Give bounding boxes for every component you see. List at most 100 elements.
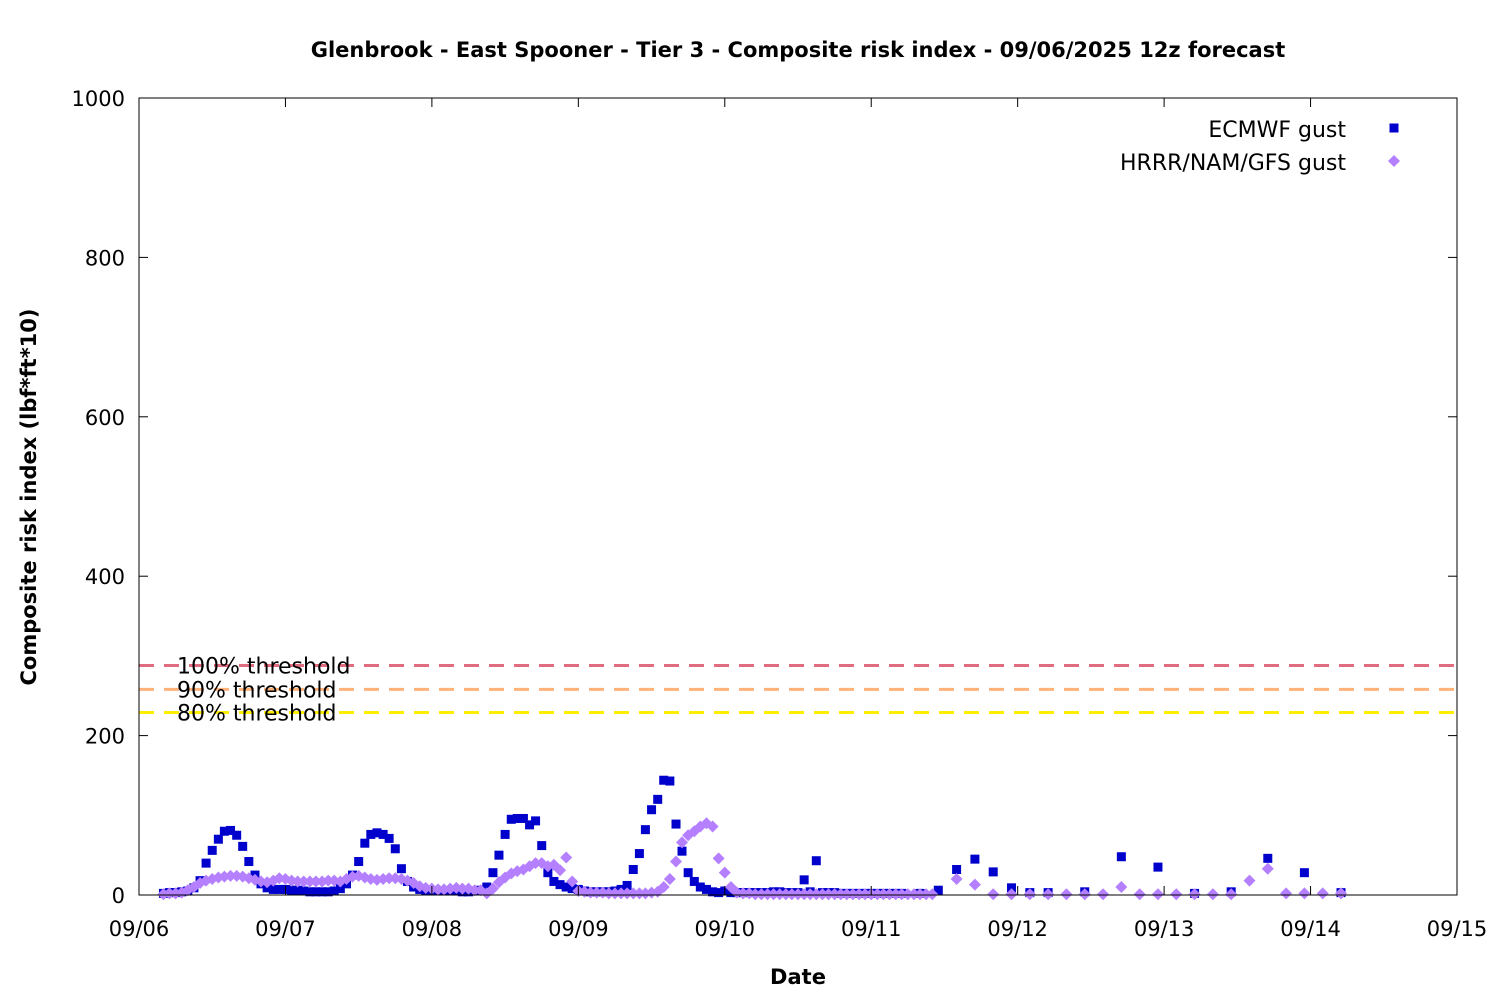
ecmwf-point (213, 834, 223, 844)
hrrr-point (773, 888, 786, 901)
hrrr-point (627, 887, 640, 900)
ecmwf-point (518, 813, 528, 823)
ecmwf-point (683, 868, 693, 878)
hrrr-point (1261, 862, 1274, 875)
hrrr-point (798, 888, 811, 901)
ecmwf-point (671, 819, 681, 829)
hrrr-point (468, 884, 481, 897)
ecmwf-point (287, 885, 297, 895)
y-tick-label: 400 (85, 565, 125, 589)
ecmwf-point (708, 887, 718, 897)
ecmwf-point (366, 829, 376, 839)
hrrr-point (1206, 888, 1219, 901)
hrrr-point (1078, 888, 1091, 901)
hrrr-point (871, 888, 884, 901)
hrrr-point (621, 887, 634, 900)
hrrr-series (157, 817, 1348, 901)
x-tick-label: 09/07 (255, 917, 316, 941)
hrrr-point (749, 888, 762, 901)
ecmwf-point (378, 829, 388, 839)
ecmwf-point (555, 880, 565, 890)
ecmwf-point (543, 868, 553, 878)
hrrr-point (1170, 888, 1183, 901)
hrrr-point (889, 888, 902, 901)
hrrr-point (913, 888, 926, 901)
ecmwf-point (1007, 883, 1017, 893)
plot-frame (138, 97, 1458, 896)
ecmwf-point (354, 857, 364, 867)
ecmwf-point (244, 857, 254, 867)
threshold-label: 90% threshold (177, 678, 337, 703)
hrrr-point (706, 820, 719, 833)
hrrr-point (1060, 888, 1073, 901)
ecmwf-point (335, 884, 345, 894)
legend-label-hrrr: HRRR/NAM/GFS gust (1120, 151, 1346, 176)
hrrr-point (901, 888, 914, 901)
hrrr-point (297, 875, 310, 888)
hrrr-point (1097, 888, 1110, 901)
hrrr-point (633, 887, 646, 900)
ecmwf-point (1299, 868, 1309, 878)
hrrr-point (1133, 888, 1146, 901)
hrrr-point (1316, 887, 1329, 900)
hrrr-point (834, 888, 847, 901)
ecmwf-point (293, 885, 303, 895)
hrrr-point (1188, 888, 1201, 901)
threshold-lines (139, 663, 1457, 714)
ecmwf-point (207, 845, 217, 855)
hrrr-point (907, 888, 920, 901)
x-tick-label: 09/11 (841, 917, 902, 941)
hrrr-point (859, 888, 872, 901)
hrrr-point (816, 888, 829, 901)
ecmwf-point (549, 876, 559, 886)
ecmwf-point (799, 875, 809, 885)
hrrr-point (590, 886, 603, 899)
y-tick-label: 800 (85, 246, 125, 270)
hrrr-point (615, 887, 628, 900)
ecmwf-point (677, 846, 687, 856)
hrrr-point (657, 881, 670, 894)
ecmwf-point (537, 841, 547, 851)
x-tick-label: 09/08 (402, 917, 463, 941)
ecmwf-point (506, 814, 516, 824)
ecmwf-point (329, 886, 339, 896)
hrrr-point (486, 882, 499, 895)
ecmwf-point (714, 888, 724, 898)
ecmwf-point (299, 886, 309, 896)
hrrr-point (554, 864, 567, 877)
y-tick-label: 600 (85, 406, 125, 430)
hrrr-point (822, 888, 835, 901)
hrrr-point (883, 888, 896, 901)
hrrr-point (840, 888, 853, 901)
hrrr-point (853, 888, 866, 901)
hrrr-point (1115, 881, 1128, 894)
hrrr-point (1335, 887, 1348, 900)
ecmwf-point (219, 826, 229, 836)
ecmwf-point (305, 887, 315, 897)
ecmwf-point (640, 825, 650, 835)
ecmwf-point (396, 864, 406, 874)
hrrr-point (920, 888, 933, 901)
legend-marker-ecmwf (1389, 123, 1399, 133)
threshold-label: 80% threshold (177, 701, 337, 726)
ecmwf-point (1153, 862, 1163, 872)
hrrr-point (291, 875, 304, 888)
hrrr-point (1243, 874, 1256, 887)
x-tick-label: 09/13 (1134, 917, 1195, 941)
x-tick-label: 09/14 (1280, 917, 1341, 941)
hrrr-point (602, 887, 615, 900)
hrrr-point (1005, 888, 1018, 901)
axis-tick-labels: 0 200 400 600 800 1000 09/06 09/07 09/08 09/09 09/… (72, 87, 1488, 941)
ecmwf-point (695, 882, 705, 892)
ecmwf-point (500, 829, 510, 839)
hrrr-point (560, 851, 573, 864)
x-tick-label: 09/15 (1427, 917, 1488, 941)
hrrr-point (785, 888, 798, 901)
ecmwf-point (494, 850, 504, 860)
hrrr-point (566, 875, 579, 888)
ecmwf-point (372, 828, 382, 838)
ecmwf-point (659, 775, 669, 785)
hrrr-point (1225, 888, 1238, 901)
hrrr-point (529, 857, 542, 870)
